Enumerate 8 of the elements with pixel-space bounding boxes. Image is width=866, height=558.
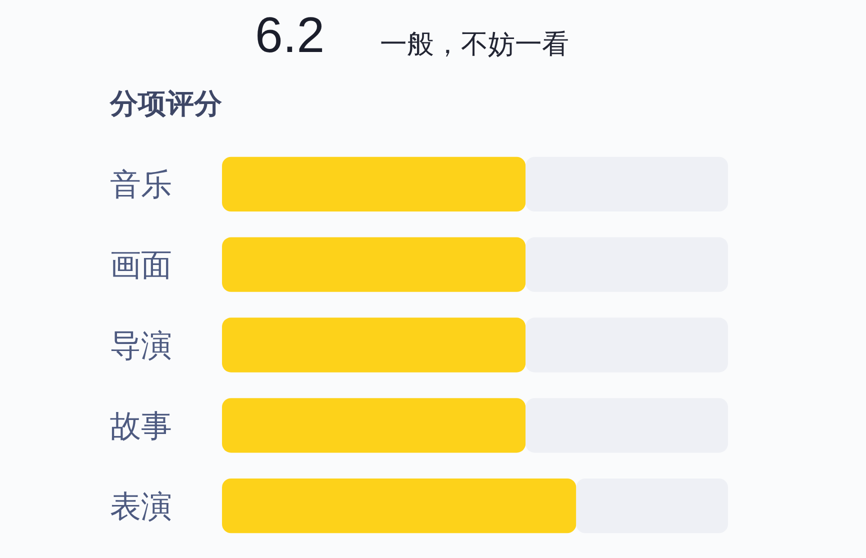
y-tick-label: 音乐 — [110, 167, 172, 202]
chart-title: 分项评分 — [109, 88, 223, 119]
y-tick-label: 故事 — [110, 408, 172, 444]
y-tick-label: 画面 — [110, 248, 172, 283]
y-tick-label: 表演 — [110, 488, 172, 524]
text: 6.2 — [255, 7, 325, 63]
text: 一般，不妨一看 — [380, 29, 569, 59]
y-tick-label: 导演 — [110, 328, 172, 363]
